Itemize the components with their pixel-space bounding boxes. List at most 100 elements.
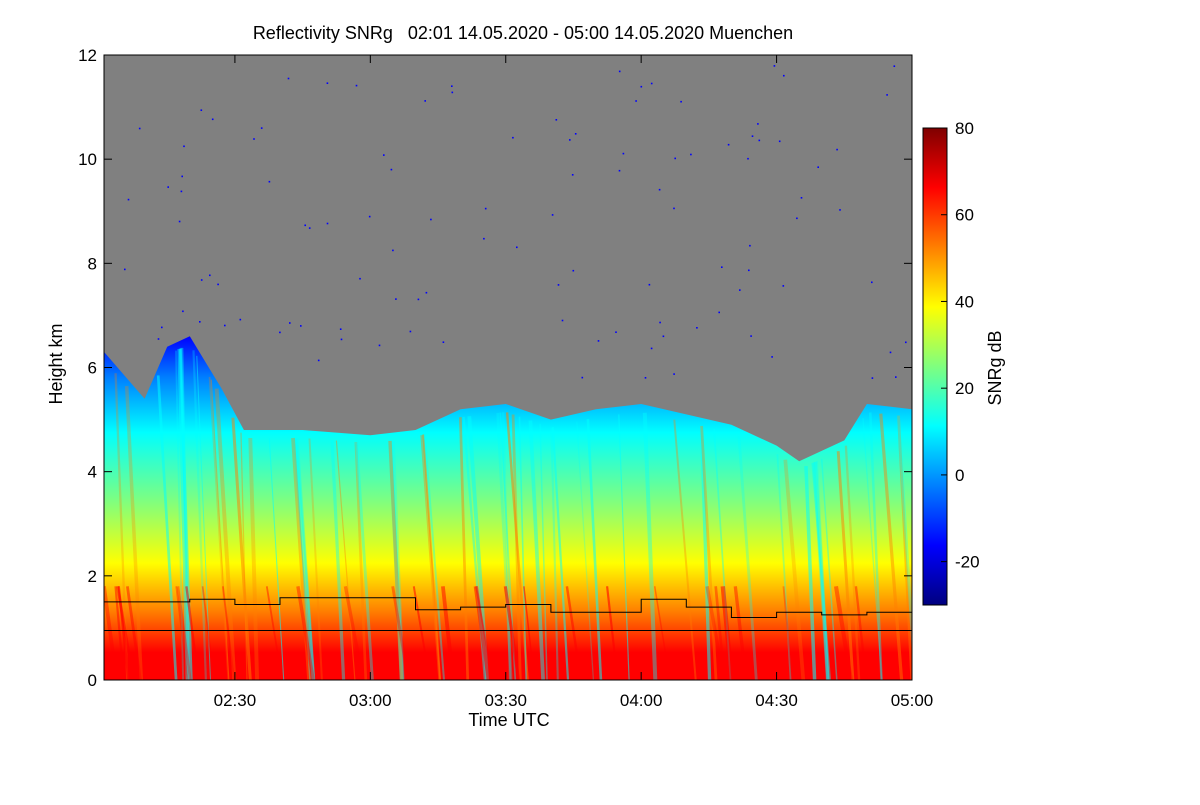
- noise-dot: [622, 152, 625, 155]
- fall-streak: [308, 438, 323, 680]
- fall-streak: [673, 419, 697, 680]
- fall-streak: [606, 586, 619, 680]
- fall-streak: [653, 586, 671, 680]
- noise-dot: [662, 335, 665, 338]
- fall-streak: [294, 437, 311, 680]
- noise-dot: [871, 377, 874, 379]
- noise-dot: [124, 268, 126, 271]
- noise-dot: [181, 175, 183, 178]
- noise-dot: [300, 325, 302, 327]
- fall-streak: [813, 461, 830, 680]
- noise-dot: [355, 84, 358, 87]
- fall-streak: [705, 585, 726, 680]
- x-tick-label: 03:00: [349, 691, 392, 710]
- fall-streak: [124, 386, 144, 680]
- fall-streak: [576, 421, 595, 680]
- noise-dot: [183, 145, 185, 148]
- noise-dot: [383, 154, 385, 156]
- noise-dot: [690, 153, 692, 156]
- noise-dot: [392, 249, 394, 252]
- noise-dot: [425, 291, 428, 294]
- fall-streak: [586, 418, 603, 680]
- fall-streak: [642, 412, 658, 680]
- noise-dot: [209, 274, 211, 277]
- x-tick-label: 03:30: [484, 691, 527, 710]
- x-tick-label: 02:30: [214, 691, 257, 710]
- colorbar-tick-label: 20: [955, 379, 974, 398]
- noise-dot: [326, 222, 329, 225]
- fall-streak: [783, 459, 806, 680]
- y-tick-label: 10: [78, 150, 97, 169]
- fall-streak: [879, 413, 904, 680]
- fall-streak: [844, 445, 861, 680]
- colorbar-ticks: -20 0 20 40 60 80: [941, 119, 980, 572]
- fall-streak: [391, 586, 410, 680]
- colorbar-gradient: [922, 127, 948, 606]
- fall-streak: [869, 412, 883, 680]
- fall-streak: [388, 440, 404, 680]
- noise-dot: [167, 186, 169, 188]
- noise-dot: [287, 77, 290, 80]
- fall-streak: [355, 442, 374, 680]
- fall-streak: [388, 440, 404, 680]
- x-axis-label: Time UTC: [468, 710, 549, 730]
- colorbar-tick-label: -20: [955, 553, 980, 572]
- fall-streak: [201, 586, 215, 680]
- fall-streak: [782, 586, 794, 680]
- noise-dot: [200, 109, 203, 111]
- noise-dot: [178, 220, 181, 223]
- fall-streak: [420, 435, 441, 680]
- fall-streak: [192, 350, 207, 680]
- fall-streak: [178, 348, 193, 680]
- chart-title: Reflectivity SNRg 02:01 14.05.2020 - 05:…: [253, 23, 793, 43]
- fall-streak: [501, 412, 512, 680]
- noise-dot: [161, 326, 163, 329]
- noise-dot: [451, 85, 453, 87]
- noise-dot: [157, 338, 160, 340]
- fall-streak: [539, 423, 548, 680]
- noise-dot: [817, 166, 819, 168]
- fall-streak: [816, 460, 830, 680]
- noise-dot: [644, 377, 647, 379]
- noise-dot: [512, 136, 514, 139]
- y-tick-label: 12: [78, 46, 97, 65]
- fall-streak: [496, 412, 513, 680]
- fall-streak: [897, 415, 912, 680]
- fall-streak: [505, 412, 529, 680]
- y-tick-label: 8: [88, 254, 97, 273]
- noise-dot: [451, 91, 454, 94]
- fall-streak: [551, 427, 570, 680]
- fall-streak: [854, 586, 868, 680]
- fall-streak: [700, 425, 718, 680]
- noise-dot: [758, 139, 761, 142]
- fall-streak: [518, 416, 527, 680]
- fall-streak: [423, 433, 445, 680]
- fall-streak: [291, 437, 311, 680]
- fall-streak: [208, 376, 230, 680]
- echo-area: [104, 336, 912, 680]
- noise-dot: [516, 246, 518, 249]
- noise-dot: [659, 321, 661, 324]
- noise-dot: [239, 318, 242, 321]
- fall-streak: [896, 415, 912, 657]
- fall-streak: [733, 586, 748, 680]
- fall-streak: [240, 432, 248, 680]
- colorbar-label: SNRg dB: [985, 330, 1005, 405]
- noise-dot: [836, 148, 838, 151]
- noise-dot: [750, 335, 752, 337]
- noise-dot: [696, 327, 698, 329]
- fall-streak: [391, 440, 405, 680]
- noise-dot: [127, 198, 130, 201]
- noise-dot: [289, 322, 291, 324]
- fall-streak: [473, 586, 491, 680]
- noise-dot: [751, 135, 754, 137]
- y-axis: 0 2 4 6 8 10 12: [78, 46, 912, 690]
- fall-streak: [503, 586, 521, 680]
- fall-streak: [804, 466, 817, 680]
- fall-streak: [292, 437, 313, 680]
- noise-dot: [199, 321, 201, 323]
- noise-dot: [618, 70, 621, 73]
- noise-dot: [871, 281, 873, 284]
- fall-streak: [330, 440, 346, 680]
